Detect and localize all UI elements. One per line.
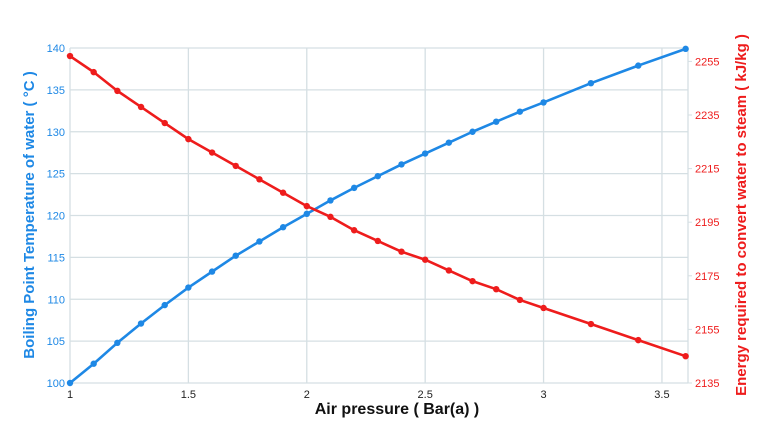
- energy-point: [161, 119, 168, 127]
- y-tick-label: 130: [47, 127, 65, 139]
- energy-point: [493, 286, 500, 293]
- y2-tick-label: 2155: [695, 324, 719, 336]
- energy-point: [327, 213, 334, 221]
- boiling-point-point: [421, 150, 429, 157]
- y-tick-label: 120: [47, 211, 65, 223]
- x-tick-label: 3: [541, 389, 547, 401]
- y-tick-label: 100: [47, 378, 65, 390]
- energy-point: [516, 296, 524, 304]
- energy-point: [279, 189, 287, 196]
- boiling-point-point: [114, 339, 121, 346]
- y-tick-label: 125: [47, 169, 65, 181]
- energy-point: [303, 202, 310, 210]
- boiling-point-point: [232, 252, 239, 259]
- x-axis-label: Air pressure ( Bar(a) ): [315, 401, 480, 418]
- energy-point: [114, 87, 121, 95]
- boiling-point-point: [682, 45, 689, 53]
- energy-point: [421, 256, 429, 263]
- y2-tick-label: 2135: [695, 378, 719, 390]
- y-tick-label: 140: [47, 43, 65, 55]
- energy-point: [635, 336, 642, 344]
- boiling-point-point: [493, 118, 500, 125]
- y-tick-label: 105: [47, 336, 65, 348]
- y2-axis-label: Energy required to convert water to stea…: [733, 34, 750, 396]
- x-tick-label: 2.5: [418, 389, 433, 401]
- energy-point: [587, 320, 595, 328]
- energy-point: [469, 277, 476, 285]
- y-tick-label: 135: [47, 85, 65, 97]
- x-tick-label: 1.5: [181, 389, 196, 401]
- energy-point: [682, 353, 689, 360]
- boiling-point-point: [303, 210, 310, 218]
- series: [66, 45, 689, 387]
- boiling-point-point: [398, 161, 405, 168]
- energy-point: [398, 248, 405, 255]
- x-tick-label: 1: [67, 389, 73, 401]
- boiling-point-point: [445, 139, 453, 146]
- energy-point: [445, 267, 453, 274]
- x-tick-label: 3.5: [654, 389, 669, 401]
- boiling-point-point: [279, 224, 287, 231]
- energy-point: [350, 227, 358, 234]
- y2-tick-label: 2175: [695, 271, 719, 283]
- energy-point: [185, 135, 192, 143]
- y-tick-label: 115: [47, 252, 65, 264]
- boiling-point-line: [69, 47, 687, 385]
- energy-point: [66, 52, 74, 60]
- boiling-point-point: [66, 379, 74, 387]
- energy-point: [256, 176, 263, 183]
- boiling-point-point: [185, 284, 192, 291]
- boiling-point-point: [208, 268, 216, 275]
- energy-point: [208, 149, 216, 156]
- grid: [69, 47, 692, 384]
- boiling-point-point: [587, 79, 595, 87]
- y2-tick-label: 2255: [695, 56, 719, 68]
- y-axis-label: Boiling Point Temperature of water ( °C …: [21, 71, 38, 358]
- y-tick-label: 110: [47, 294, 65, 306]
- boiling-point-point: [256, 238, 263, 245]
- boiling-point-point: [540, 99, 547, 106]
- energy-line: [69, 54, 687, 358]
- y2-tick-label: 2215: [695, 164, 719, 176]
- energy-point: [90, 68, 97, 76]
- boiling-point-point: [516, 108, 524, 115]
- boiling-point-point: [90, 360, 97, 367]
- boiling-point-point: [137, 320, 145, 327]
- boiling-point-point: [161, 301, 168, 309]
- boiling-point-point: [327, 197, 334, 204]
- energy-point: [374, 237, 382, 245]
- y2-tick-label: 2235: [695, 110, 719, 122]
- y2-tick-label: 2195: [695, 217, 719, 229]
- ticks: 100 105 110 115 120 125 130 135 140 1 1.5 2 2.5 3 3.5 2…: [47, 43, 720, 401]
- energy-point: [540, 304, 547, 312]
- energy-point: [232, 162, 239, 170]
- x-tick-label: 2: [304, 389, 310, 401]
- energy-point: [137, 103, 145, 111]
- boiling-point-point: [350, 184, 358, 192]
- boiling-point-point: [374, 172, 382, 180]
- boiling-point-point: [635, 62, 642, 69]
- boiling-point-point: [469, 128, 476, 135]
